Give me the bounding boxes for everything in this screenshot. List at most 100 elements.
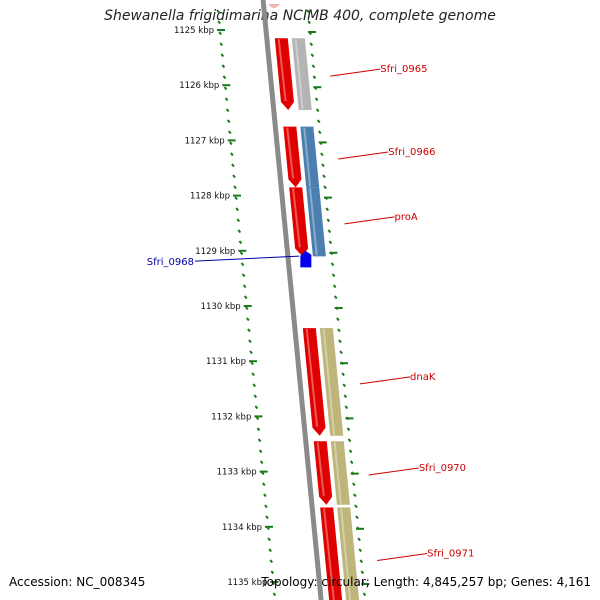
ruler-tick-label: 1125 kbp bbox=[174, 26, 214, 36]
minor-tick bbox=[226, 119, 231, 124]
minor-tick bbox=[355, 515, 359, 520]
gene-label-leader bbox=[368, 467, 419, 476]
minor-tick bbox=[312, 75, 317, 80]
gene-label-leader bbox=[194, 255, 300, 262]
minor-tick bbox=[262, 482, 266, 487]
minor-tick bbox=[216, 9, 220, 14]
gene-label-leader bbox=[359, 376, 411, 385]
minor-tick bbox=[339, 350, 343, 355]
partial-gene-top bbox=[268, 4, 280, 8]
minor-tick bbox=[236, 218, 241, 223]
minor-tick bbox=[306, 9, 310, 14]
minor-tick bbox=[233, 185, 237, 190]
minor-tick bbox=[328, 240, 333, 245]
gene-label: Sfri_0971 bbox=[427, 549, 474, 560]
gene-label: proA bbox=[395, 212, 418, 223]
minor-tick bbox=[309, 42, 314, 47]
gene-Sfri_0971[interactable] bbox=[320, 507, 343, 600]
minor-tick bbox=[316, 119, 321, 124]
ruler-tick-label: 1135 kbp bbox=[227, 578, 267, 588]
gene-Sfri_0965[interactable] bbox=[274, 38, 294, 111]
minor-tick bbox=[342, 383, 347, 388]
minor-tick bbox=[353, 493, 357, 498]
minor-tick bbox=[307, 20, 311, 25]
minor-tick bbox=[240, 262, 245, 267]
minor-tick bbox=[322, 174, 326, 179]
minor-tick bbox=[241, 273, 246, 278]
minor-tick bbox=[310, 53, 315, 58]
gene-label-leader bbox=[377, 553, 428, 562]
gene-Sfri_0970-shine bbox=[316, 442, 325, 496]
genome-backbone bbox=[260, 0, 324, 600]
feature-dnaK-shine bbox=[322, 328, 336, 435]
minor-tick bbox=[311, 64, 316, 69]
minor-tick bbox=[251, 372, 255, 377]
minor-tick bbox=[231, 163, 235, 168]
gene-dnaK[interactable] bbox=[302, 328, 326, 436]
gene-track bbox=[268, 4, 343, 600]
minor-tick bbox=[247, 328, 251, 333]
minor-tick bbox=[317, 130, 322, 135]
gene-Sfri_0970[interactable] bbox=[313, 441, 333, 505]
minor-tick bbox=[270, 570, 275, 575]
minor-tick bbox=[332, 284, 337, 289]
gene-Sfri_0968[interactable] bbox=[300, 250, 312, 268]
gene-label: Sfri_0966 bbox=[388, 147, 435, 158]
ruler-ticks-inner bbox=[216, 9, 279, 597]
minor-tick bbox=[323, 185, 327, 190]
gene-label-leader bbox=[344, 216, 395, 225]
minor-tick bbox=[352, 482, 356, 487]
minor-tick bbox=[326, 218, 331, 223]
minor-tick bbox=[357, 537, 361, 542]
ruler-tick-label: 1129 kbp bbox=[195, 247, 235, 257]
minor-tick bbox=[338, 339, 342, 344]
gene-label-leader bbox=[338, 151, 389, 160]
gene-label: Sfri_0968 bbox=[147, 257, 194, 268]
minor-tick bbox=[336, 317, 340, 322]
minor-tick bbox=[219, 42, 224, 47]
minor-tick bbox=[230, 152, 234, 157]
minor-tick bbox=[268, 548, 272, 553]
minor-tick bbox=[269, 559, 274, 564]
feature-Sfri_0966[interactable] bbox=[300, 126, 320, 188]
minor-tick bbox=[321, 163, 325, 168]
gene-label: Sfri_0970 bbox=[419, 463, 466, 474]
minor-tick bbox=[225, 108, 230, 113]
minor-tick bbox=[337, 328, 341, 333]
feature-dnaK[interactable] bbox=[319, 328, 344, 436]
minor-tick bbox=[263, 493, 267, 498]
feature-Sfri_0965[interactable] bbox=[291, 38, 312, 111]
minor-tick bbox=[327, 229, 332, 234]
minor-tick bbox=[227, 130, 232, 135]
feature-Sfri_0971[interactable] bbox=[337, 507, 360, 600]
minor-tick bbox=[264, 504, 268, 509]
gene-labels: Sfri_0965 Sfri_0966 proA Sfri_0968 dnaK Sfri_… bbox=[147, 64, 474, 562]
minor-tick bbox=[221, 64, 226, 69]
feature-proA[interactable] bbox=[306, 187, 326, 257]
gene-Sfri_0971-shine bbox=[323, 508, 335, 600]
minor-tick bbox=[250, 361, 254, 366]
minor-tick bbox=[224, 97, 229, 102]
minor-tick bbox=[252, 383, 257, 388]
minor-tick bbox=[259, 460, 264, 465]
minor-tick bbox=[359, 559, 364, 564]
gene-Sfri_0966[interactable] bbox=[283, 126, 302, 188]
minor-tick bbox=[246, 317, 250, 322]
gene-proA[interactable] bbox=[289, 187, 309, 257]
feature-Sfri_0970[interactable] bbox=[330, 441, 350, 505]
ruler-tick-label: 1133 kbp bbox=[217, 468, 257, 478]
minor-tick bbox=[346, 427, 351, 432]
minor-tick bbox=[265, 515, 269, 520]
minor-tick bbox=[257, 438, 262, 443]
ruler-tick-label: 1131 kbp bbox=[206, 357, 246, 367]
minor-tick bbox=[315, 108, 320, 113]
gene-Sfri_0966-shine bbox=[286, 127, 295, 179]
minor-tick bbox=[331, 273, 336, 278]
accession-text: Accession: NC_008345 bbox=[9, 575, 146, 589]
ruler-ticks-outer bbox=[306, 9, 370, 597]
minor-tick bbox=[358, 548, 362, 553]
feature-proA-shine bbox=[309, 188, 318, 256]
minor-tick bbox=[235, 207, 239, 212]
minor-tick bbox=[222, 75, 227, 80]
feature-Sfri_0970-shine bbox=[333, 442, 342, 504]
